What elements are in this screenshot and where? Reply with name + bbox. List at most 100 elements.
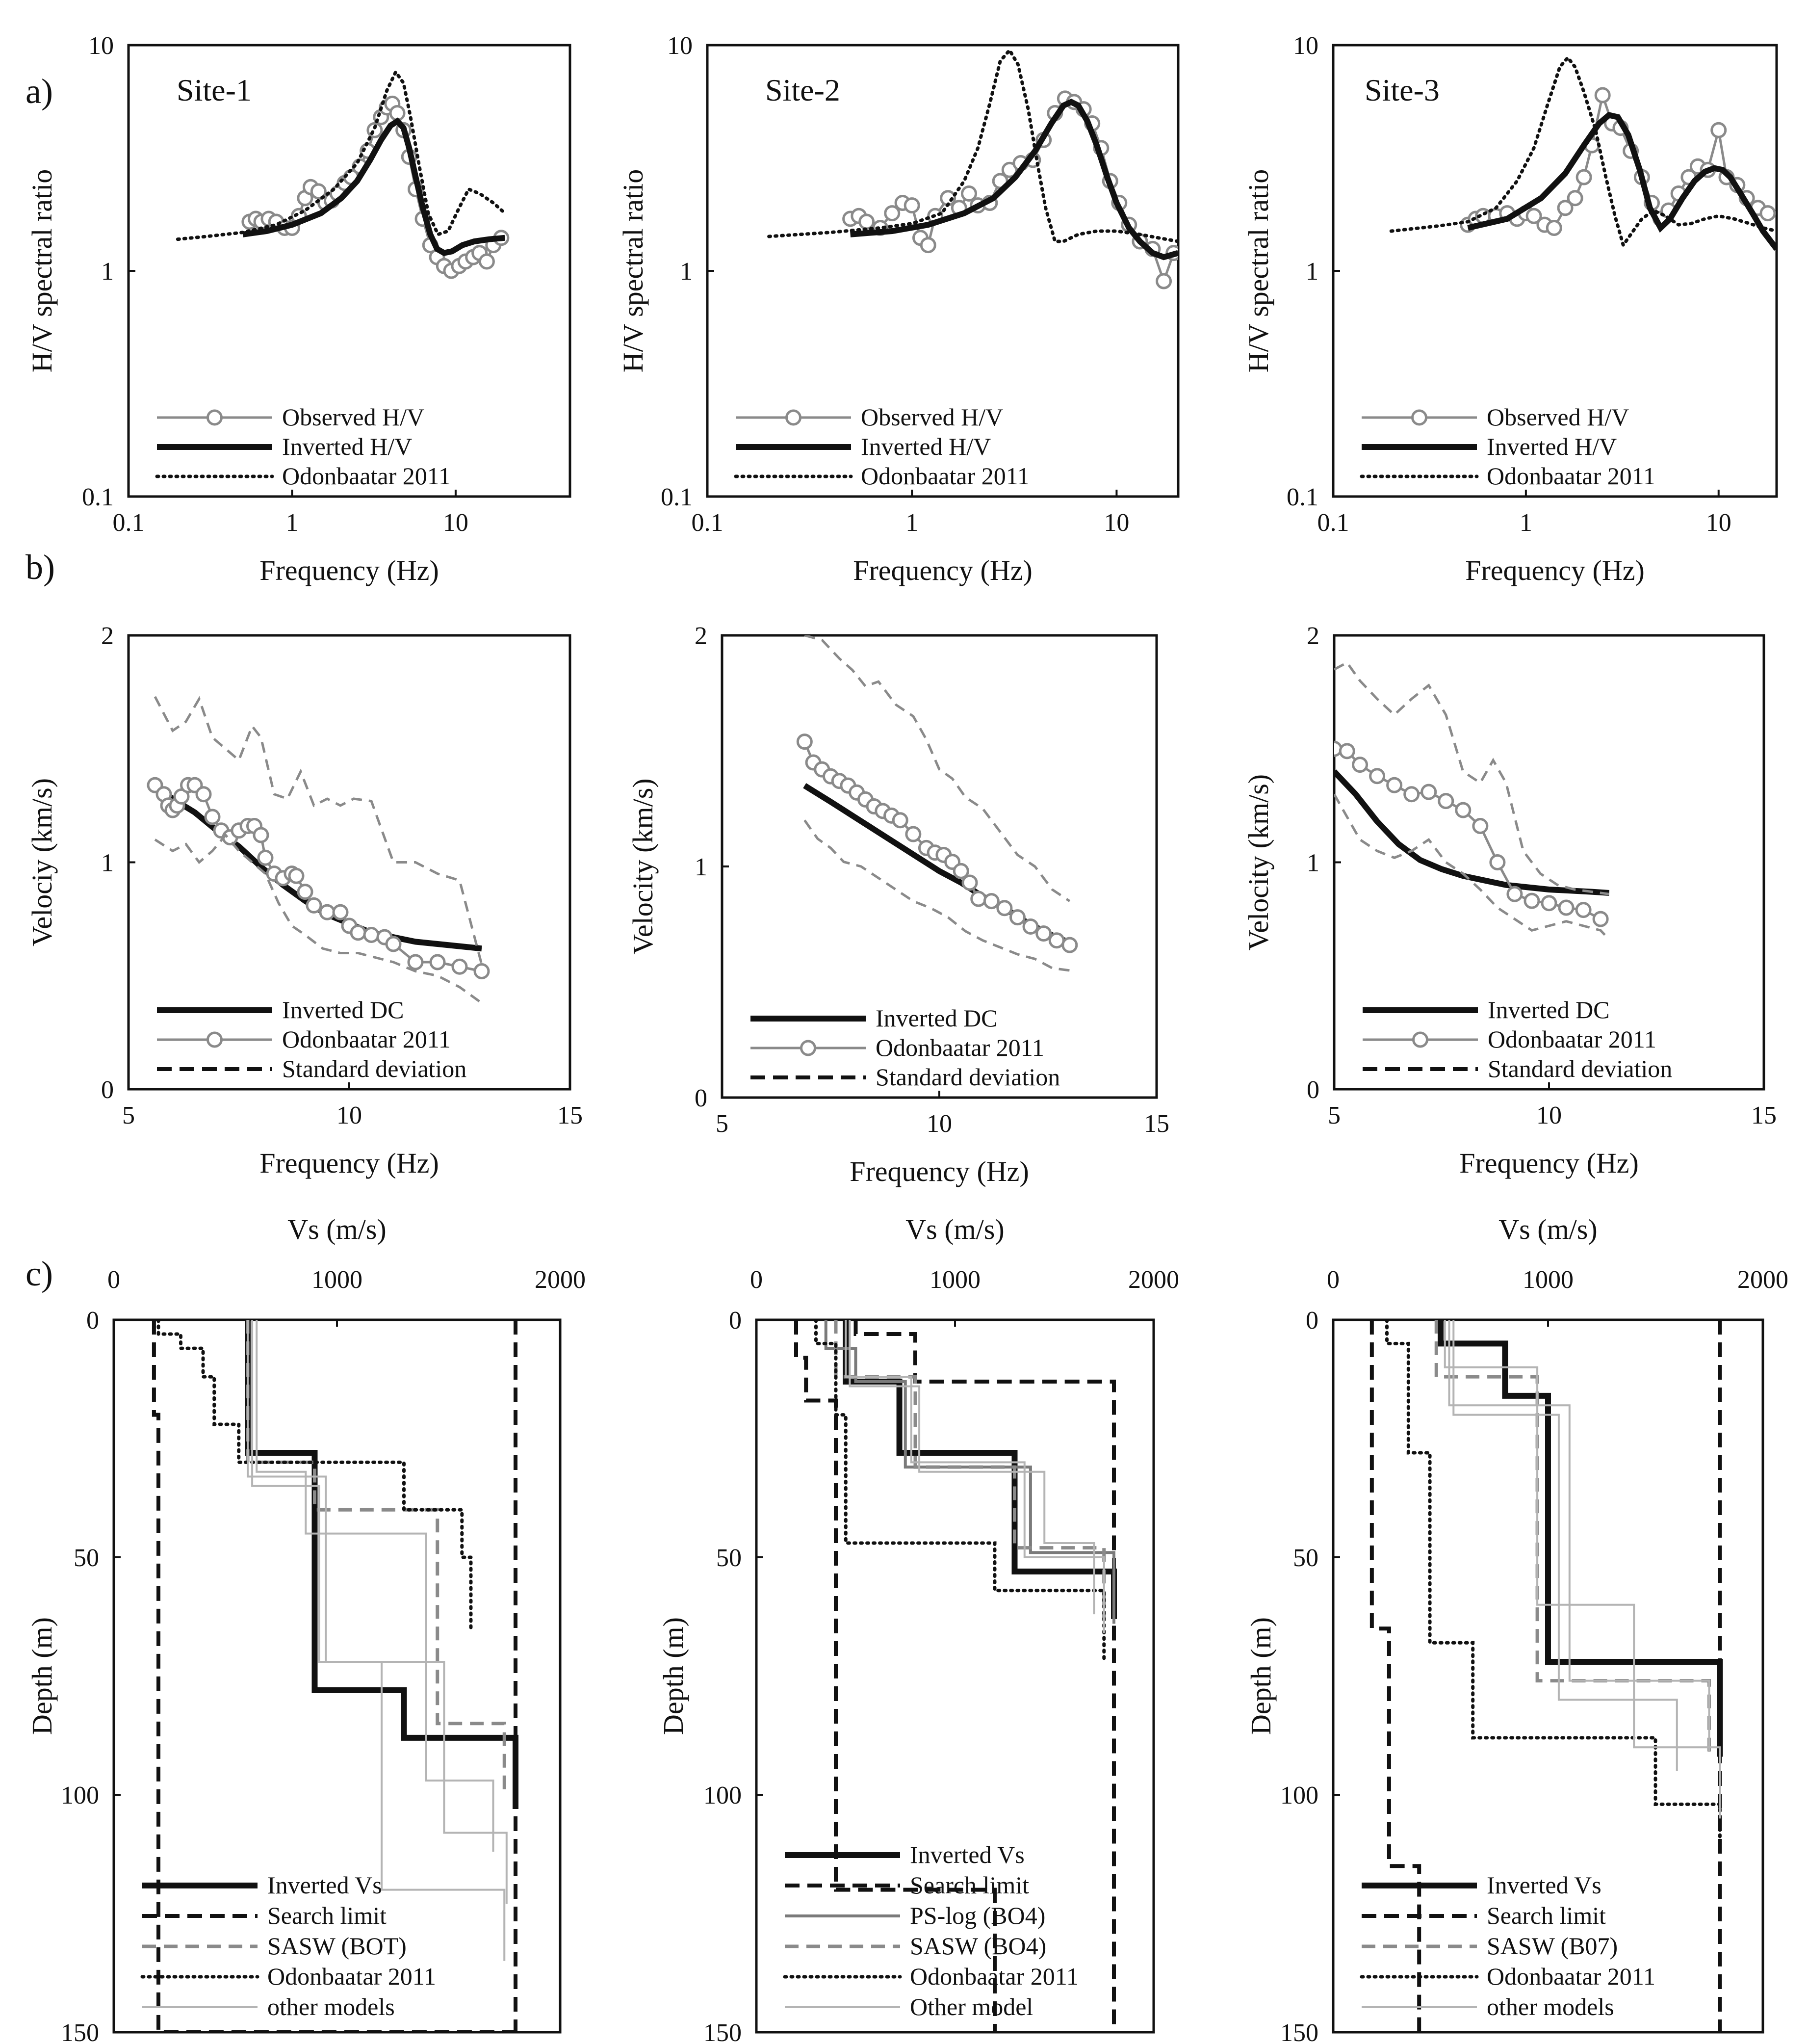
data-point-marker xyxy=(884,205,901,222)
panel-label-c: c) xyxy=(26,1254,53,1293)
data-point-marker xyxy=(1759,205,1776,222)
series-odonbaatar-2011 xyxy=(814,1320,1106,1664)
legend-label: SASW (BOT) xyxy=(267,1932,407,1960)
panel-label-a: a) xyxy=(26,72,53,111)
data-point-marker xyxy=(1386,777,1403,793)
x-tick-label: 2000 xyxy=(1128,1266,1179,1294)
data-point-marker xyxy=(1575,902,1592,918)
data-point-marker xyxy=(297,884,313,900)
y-tick-label: 150 xyxy=(61,2019,99,2044)
data-point-marker xyxy=(1369,768,1386,785)
legend-label: Inverted H/V xyxy=(861,433,991,460)
legend-label: Inverted H/V xyxy=(282,433,412,460)
data-point-marker xyxy=(970,891,987,907)
y-tick-label: 100 xyxy=(703,1782,742,1809)
y-axis-label: H/V spectral ratio xyxy=(617,169,649,372)
legend-label: Odonbaatar 2011 xyxy=(282,462,451,490)
series-search-limit xyxy=(1369,1320,1421,2032)
y-axis-label: H/V spectral ratio xyxy=(1242,169,1274,372)
series-group xyxy=(767,47,1178,289)
series-other-model-0 xyxy=(845,1320,1105,1633)
legend-label: Odonbaatar 2011 xyxy=(1487,462,1655,490)
series-other-model-1 xyxy=(849,1320,1095,1615)
y-tick-label: 0 xyxy=(1306,1307,1318,1335)
y-axis-label: Depth (m) xyxy=(657,1617,689,1735)
series-inverted-dc xyxy=(1334,769,1610,896)
legend-label: Odonbaatar 2011 xyxy=(861,462,1030,490)
y-tick-label: 1 xyxy=(1307,849,1319,877)
data-point-marker xyxy=(1156,273,1172,289)
data-point-marker xyxy=(1594,87,1611,104)
legend-label: Inverted DC xyxy=(282,996,404,1023)
legend-label: SASW (B07) xyxy=(1487,1932,1618,1960)
legend-label: Observed H/V xyxy=(861,403,1003,431)
legend-label: PS-log (BO4) xyxy=(910,1902,1045,1929)
x-axis-label: Vs (m/s) xyxy=(287,1213,386,1245)
y-axis-label: Depth (m) xyxy=(1245,1617,1277,1735)
chart-c-site-2: 0 1000 2000 0 50 100 150 Vs (m/s) Depth (m) Inver… xyxy=(657,1213,1179,2044)
data-point-marker xyxy=(1506,886,1523,902)
x-tick-label: 0.1 xyxy=(1317,509,1349,537)
data-point-marker xyxy=(195,786,212,803)
y-tick-label: 150 xyxy=(1280,2019,1318,2044)
data-point-marker xyxy=(363,927,380,943)
legend-label: Standard deviation xyxy=(1488,1055,1672,1082)
series-ps-log-bo4- xyxy=(824,1320,1115,1624)
data-point-marker xyxy=(1048,932,1065,949)
x-tick-label: 2000 xyxy=(1737,1266,1788,1294)
panel-label-b: b) xyxy=(26,548,55,587)
legend-label: Standard deviation xyxy=(282,1055,466,1082)
y-tick-label: 0 xyxy=(86,1307,99,1335)
data-point-marker xyxy=(1421,784,1437,800)
legend-label: Inverted Vs xyxy=(1487,1871,1601,1899)
data-point-marker xyxy=(1403,786,1420,803)
chart-a-site-2: 0.1 1 10 0.1 1 10 Frequency (Hz) H/V spectral r… xyxy=(617,32,1180,586)
y-tick-label: 2 xyxy=(101,622,114,650)
y-tick-label: 50 xyxy=(716,1544,742,1572)
x-axis-label: Frequency (Hz) xyxy=(1465,554,1645,586)
y-axis-label: Velocity (km/s) xyxy=(1242,774,1274,950)
chart-a-site-3: 0.1 1 10 0.1 1 10 Frequency (Hz) H/V spectral r… xyxy=(1242,32,1778,586)
y-tick-label: 0.1 xyxy=(82,483,114,511)
legend-label: Inverted DC xyxy=(876,1004,998,1032)
series-inverted-vs xyxy=(245,1320,518,1809)
legend-label: other models xyxy=(1487,1993,1614,2020)
data-point-marker xyxy=(319,904,336,920)
series-inverted-vs xyxy=(843,1320,1117,1619)
data-point-marker xyxy=(1339,743,1355,760)
series-other-models-1 xyxy=(1452,1320,1678,1771)
data-point-marker xyxy=(1592,911,1609,927)
x-tick-label: 0.1 xyxy=(113,509,145,537)
site-label: Site-1 xyxy=(177,73,252,107)
legend-marker xyxy=(785,409,801,426)
x-axis-label: Frequency (Hz) xyxy=(850,1155,1029,1187)
series-standard-deviation-lower- xyxy=(1334,793,1610,941)
series-inverted-h-v xyxy=(242,117,505,256)
x-tick-label: 1000 xyxy=(1523,1266,1574,1294)
x-axis-label: Vs (m/s) xyxy=(1498,1213,1597,1245)
series-search-limit-upper xyxy=(853,1320,1116,2032)
data-point-marker xyxy=(1035,925,1052,942)
data-point-marker xyxy=(350,924,366,941)
data-point-marker xyxy=(1557,200,1574,216)
y-tick-label: 150 xyxy=(703,2019,742,2044)
x-tick-label: 10 xyxy=(927,1110,952,1138)
y-tick-label: 1 xyxy=(680,258,693,286)
legend-marker xyxy=(1412,1031,1428,1048)
legend-label: SASW (BO4) xyxy=(910,1932,1046,1960)
y-tick-label: 10 xyxy=(667,32,693,60)
legend-label: Odonbaatar 2011 xyxy=(267,1963,436,1990)
series-standard-deviation xyxy=(804,635,1071,902)
legend-marker xyxy=(1411,409,1427,426)
y-axis-label: H/V spectral ratio xyxy=(26,169,58,372)
x-axis-label: Frequency (Hz) xyxy=(259,1147,439,1179)
y-tick-label: 2 xyxy=(1307,622,1319,650)
series-other-models-2 xyxy=(247,1320,508,1904)
series-odonbaatar-2011 xyxy=(156,1320,473,1630)
series-group xyxy=(152,1320,518,2032)
legend-label: Odonbaatar 2011 xyxy=(876,1034,1044,1061)
x-tick-label: 10 xyxy=(1536,1101,1562,1129)
data-point-marker xyxy=(905,826,922,842)
x-axis-label: Frequency (Hz) xyxy=(1459,1147,1639,1179)
